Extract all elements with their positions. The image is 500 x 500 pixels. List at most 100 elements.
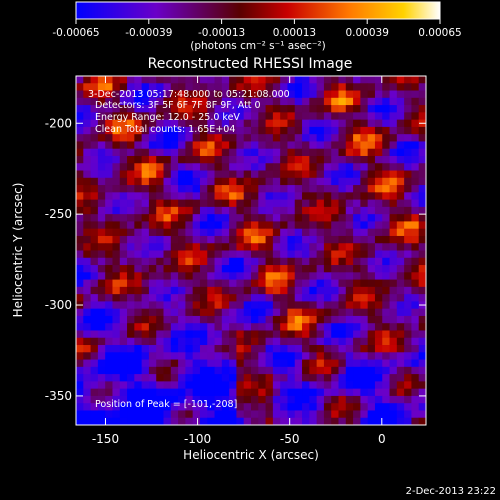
heatmap-cell bbox=[258, 301, 266, 310]
heatmap-cell bbox=[287, 163, 296, 171]
heatmap-cell bbox=[258, 163, 266, 171]
heatmap-cell bbox=[148, 148, 157, 157]
heatmap-cell bbox=[192, 185, 201, 193]
heatmap-cell bbox=[338, 235, 347, 244]
heatmap-cell bbox=[221, 257, 230, 266]
heatmap-cell bbox=[294, 323, 303, 331]
heatmap-cell bbox=[192, 170, 201, 179]
heatmap-cell bbox=[294, 388, 303, 397]
heatmap-cell bbox=[207, 301, 215, 310]
heatmap-cell bbox=[214, 228, 223, 237]
heatmap-cell bbox=[411, 395, 420, 404]
heatmap-cell bbox=[272, 294, 281, 302]
heatmap-cell bbox=[331, 417, 339, 426]
heatmap-cell bbox=[170, 366, 179, 375]
heatmap-cell bbox=[404, 330, 412, 339]
heatmap-cell bbox=[178, 170, 186, 179]
heatmap-cell bbox=[280, 395, 288, 404]
heatmap-cell bbox=[192, 134, 201, 142]
heatmap-cell bbox=[148, 403, 157, 411]
heatmap-cell bbox=[280, 206, 288, 215]
heatmap-cell bbox=[134, 403, 143, 411]
heatmap-cell bbox=[309, 170, 318, 179]
heatmap-cell bbox=[294, 170, 303, 179]
heatmap-cell bbox=[170, 235, 179, 244]
heatmap-cell bbox=[411, 417, 420, 426]
heatmap-cell bbox=[119, 366, 128, 375]
heatmap-cell bbox=[127, 366, 135, 375]
heatmap-cell bbox=[316, 265, 325, 273]
heatmap-cell bbox=[156, 374, 164, 382]
heatmap-cell bbox=[338, 155, 347, 164]
annotation-time-range: 3-Dec-2013 05:17:48.000 to 05:21:08.000 bbox=[88, 89, 290, 100]
heatmap-cell bbox=[345, 243, 354, 251]
heatmap-cell bbox=[141, 403, 150, 411]
heatmap-cell bbox=[141, 345, 150, 353]
heatmap-cell bbox=[229, 105, 237, 113]
heatmap-cell bbox=[156, 323, 164, 331]
heatmap-cell bbox=[119, 126, 128, 135]
annotation-total-counts: Clean Total counts: 1.65E+04 bbox=[95, 124, 235, 135]
heatmap-cell bbox=[97, 366, 106, 375]
heatmap-cell bbox=[360, 90, 369, 99]
heatmap-cell bbox=[251, 279, 259, 288]
heatmap-cell bbox=[294, 134, 303, 142]
heatmap-cell bbox=[382, 257, 390, 266]
heatmap-cell bbox=[265, 345, 274, 353]
heatmap-cell bbox=[353, 301, 361, 310]
heatmap-cell bbox=[251, 235, 259, 244]
heatmap-cell bbox=[221, 90, 230, 99]
heatmap-cell bbox=[76, 214, 84, 222]
heatmap-cell bbox=[148, 170, 157, 179]
heatmap-cell bbox=[251, 323, 259, 331]
heatmap-cell bbox=[221, 221, 230, 230]
heatmap-cell bbox=[192, 119, 201, 128]
heatmap-cell bbox=[251, 83, 259, 91]
heatmap-cell bbox=[258, 345, 266, 353]
heatmap-cell bbox=[112, 206, 121, 215]
heatmap-cell bbox=[119, 148, 128, 157]
colorbar-gradient bbox=[75, 1, 441, 20]
heatmap-cell bbox=[367, 90, 376, 99]
heatmap-cell bbox=[338, 76, 347, 84]
heatmap-cell bbox=[396, 126, 405, 135]
heatmap-cell bbox=[236, 265, 245, 273]
heatmap-cell bbox=[90, 185, 99, 193]
heatmap-cell bbox=[294, 286, 303, 295]
heatmap-cell bbox=[83, 272, 91, 280]
heatmap-cell bbox=[323, 119, 332, 128]
heatmap-cell bbox=[374, 359, 383, 368]
heatmap-cell bbox=[134, 105, 143, 113]
heatmap-cell bbox=[119, 315, 128, 324]
heatmap-cell bbox=[90, 323, 99, 331]
heatmap-cell bbox=[272, 323, 281, 331]
heatmap-cell bbox=[236, 315, 245, 324]
heatmap-cell bbox=[302, 257, 310, 266]
heatmap-cell bbox=[199, 337, 208, 346]
heatmap-cell bbox=[127, 192, 135, 200]
heatmap-cell bbox=[163, 352, 172, 360]
heatmap-cell bbox=[367, 206, 376, 215]
heatmap-cell bbox=[345, 228, 354, 237]
heatmap-cell bbox=[294, 105, 303, 113]
heatmap-cell bbox=[389, 352, 398, 360]
heatmap-cell bbox=[236, 395, 245, 404]
heatmap-cell bbox=[411, 286, 420, 295]
heatmap-cell bbox=[134, 76, 143, 84]
heatmap-cell bbox=[141, 148, 150, 157]
heatmap-cell bbox=[134, 417, 143, 426]
heatmap-cell bbox=[236, 177, 245, 186]
heatmap-cell bbox=[141, 315, 150, 324]
heatmap-cell bbox=[345, 206, 354, 215]
heatmap-cell bbox=[258, 250, 266, 259]
heatmap-cell bbox=[199, 134, 208, 142]
heatmap-cell bbox=[236, 97, 245, 106]
heatmap-cell bbox=[396, 323, 405, 331]
heatmap-cell bbox=[309, 177, 318, 186]
heatmap-cell bbox=[192, 90, 201, 99]
heatmap-cell bbox=[382, 250, 390, 259]
heatmap-cell bbox=[221, 97, 230, 106]
heatmap-cell bbox=[112, 294, 121, 302]
heatmap-cell bbox=[112, 221, 121, 230]
heatmap-cell bbox=[170, 330, 179, 339]
